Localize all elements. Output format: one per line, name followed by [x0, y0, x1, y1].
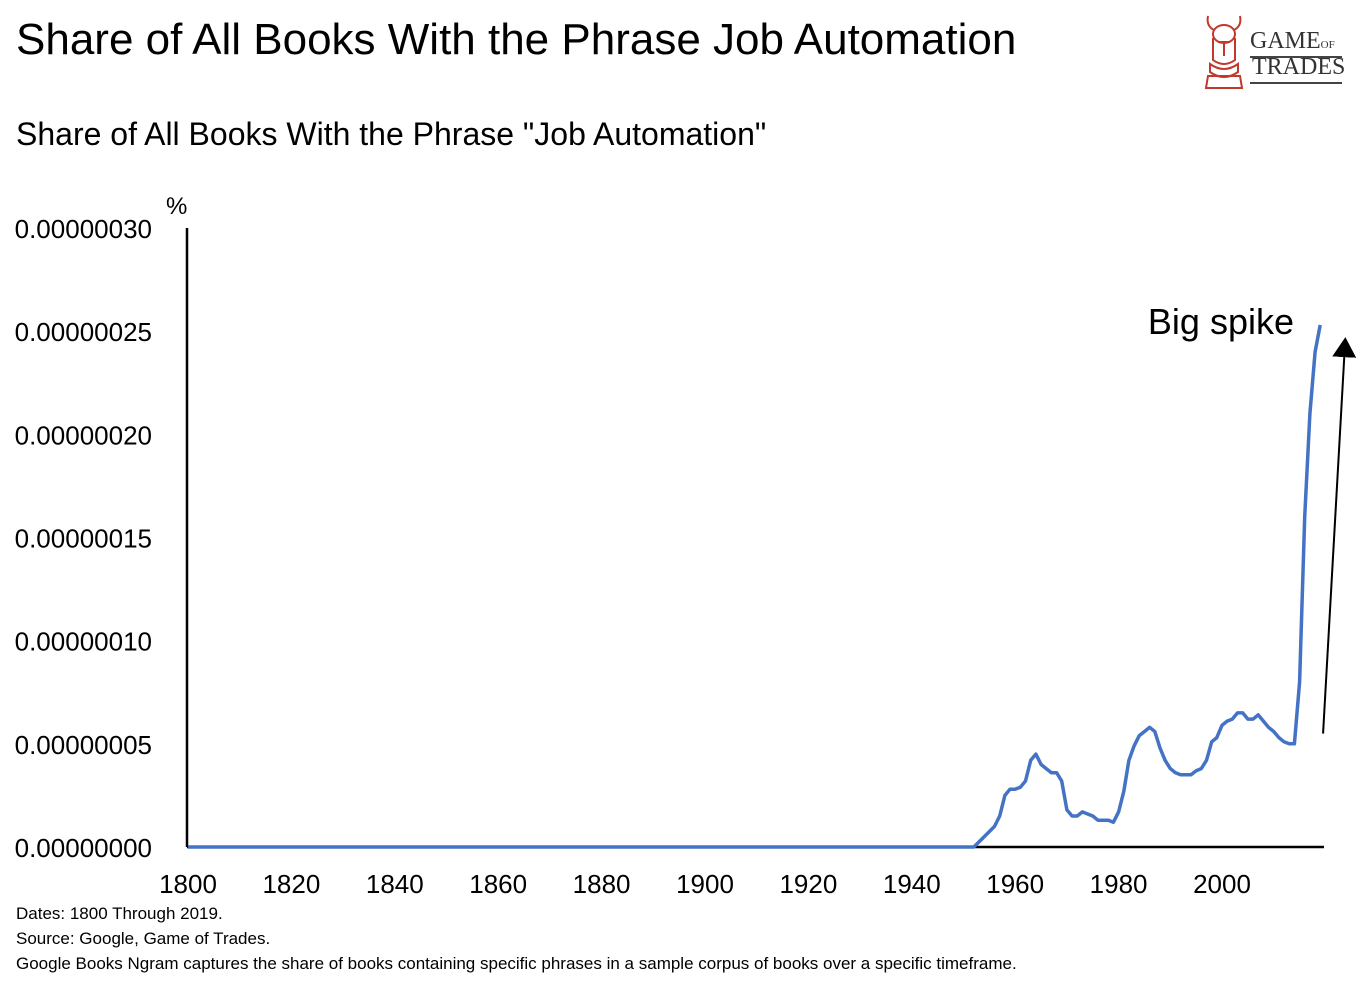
y-tick-labels: 0.00000000 0.00000005 0.00000010 0.00000015…: [15, 214, 152, 863]
x-tick-label: 1920: [779, 869, 837, 899]
x-tick-label: 2000: [1193, 869, 1251, 899]
x-tick-label: 1960: [986, 869, 1044, 899]
y-tick-label: 0.00000030: [15, 214, 152, 244]
x-tick-label: 1820: [262, 869, 320, 899]
page-title: Share of All Books With the Phrase Job A…: [16, 15, 1017, 64]
x-tick-labels: 1800 1820 1840 1860 1880 1900 1920 1940 1960 1980…: [159, 869, 1251, 899]
viking-helmet-icon: [1204, 15, 1244, 89]
logo-word-trades: TRADES: [1252, 54, 1346, 80]
footnote-method: Google Books Ngram captures the share of…: [16, 954, 1017, 973]
spike-arrow: [1322, 337, 1357, 734]
x-tick-label: 1980: [1090, 869, 1148, 899]
x-tick-label: 1880: [573, 869, 631, 899]
logo-word-game: GAMEOF: [1250, 28, 1335, 54]
y-tick-label: 0.00000000: [15, 833, 152, 863]
y-tick-label: 0.00000020: [15, 420, 152, 450]
y-axis-unit-label: %: [166, 193, 187, 220]
y-tick-label: 0.00000015: [15, 524, 152, 554]
x-tick-label: 1900: [676, 869, 734, 899]
y-tick-label: 0.00000005: [15, 730, 152, 760]
logo-rule-bottom: [1250, 82, 1342, 84]
footnote-source: Source: Google, Game of Trades.: [16, 929, 271, 948]
y-tick-label: 0.00000025: [15, 317, 152, 347]
chart-title: Share of All Books With the Phrase "Job …: [16, 116, 767, 152]
y-tick-label: 0.00000010: [15, 627, 152, 657]
x-tick-label: 1800: [159, 869, 217, 899]
x-tick-label: 1860: [469, 869, 527, 899]
footnote-dates: Dates: 1800 Through 2019.: [16, 904, 223, 923]
game-of-trades-logo: GAMEOF TRADES: [1196, 6, 1356, 96]
x-tick-label: 1840: [366, 869, 424, 899]
annotation-big-spike: Big spike: [1148, 301, 1294, 342]
series-line: [188, 324, 1322, 849]
x-tick-label: 1940: [883, 869, 941, 899]
logo-rule: [1250, 56, 1342, 58]
